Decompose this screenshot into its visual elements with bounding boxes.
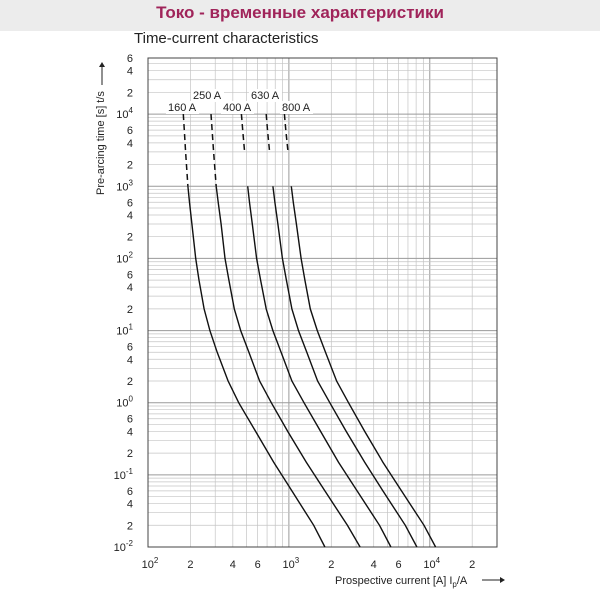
y-tick-label: 4	[127, 210, 133, 222]
y-tick-label: 6	[127, 414, 133, 426]
x-tick-label: 4	[371, 559, 377, 571]
y-tick-label: 2	[127, 304, 133, 316]
series-label-bg	[191, 89, 224, 102]
y-tick-label: 4	[127, 354, 133, 366]
curve-160a-dashed	[182, 114, 189, 187]
curve-250a-dashed	[210, 114, 217, 187]
x-tick-label: 2	[328, 559, 334, 571]
axis-labels: Prospective current [A] Ip/A Pre-arcing t…	[95, 62, 505, 589]
series-label-800a: 800 A	[282, 102, 311, 114]
x-tick-labels: 102 2 4 6 103 2 4 6 104 2	[142, 556, 476, 571]
curve-800a-dashed	[283, 114, 289, 152]
series-label-630a: 630 A	[251, 90, 280, 102]
x-tick-label: 4	[230, 559, 236, 571]
x-axis-arrow-head	[500, 577, 505, 583]
x-tick-label: 6	[395, 559, 401, 571]
curve-800a	[290, 186, 437, 548]
curve-400a	[247, 186, 392, 548]
y-tick-label: 6	[127, 486, 133, 498]
curve-160a	[187, 186, 326, 548]
x-tick-label: 2	[187, 559, 193, 571]
x-tick-label: 6	[255, 559, 261, 571]
x-tick-label: 103	[283, 556, 300, 571]
x-axis-label: Prospective current [A] Ip/A	[335, 575, 468, 589]
y-tick-label: 2	[127, 232, 133, 244]
y-tick-label: 4	[127, 138, 133, 150]
y-tick-label: 6	[127, 197, 133, 209]
x-tick-label: 104	[423, 556, 440, 571]
y-tick-label: 2	[127, 160, 133, 172]
y-tick-label: 10-1	[114, 467, 134, 482]
curve-630a	[272, 186, 418, 548]
y-tick-label: 100	[116, 395, 133, 410]
series-label-bg	[166, 101, 199, 114]
y-axis-arrow-head	[99, 62, 105, 67]
y-tick-label: 2	[127, 87, 133, 99]
series-label-160a: 160 A	[168, 102, 197, 114]
page-title: Токо - временные характеристики	[156, 3, 444, 22]
y-tick-label: 4	[127, 499, 133, 511]
header-banner: Токо - временные характеристики	[0, 0, 600, 31]
y-tick-label: 4	[127, 66, 133, 78]
y-axis-label: Pre-arcing time [s] t/s	[95, 91, 107, 195]
series-label-bg	[249, 89, 282, 102]
series-label-bg	[221, 101, 254, 114]
y-tick-label: 4	[127, 282, 133, 294]
y-tick-label: 6	[127, 53, 133, 65]
y-tick-label: 104	[116, 106, 133, 121]
series-label-400a: 400 A	[223, 102, 252, 114]
grid	[147, 57, 498, 548]
y-tick-label: 4	[127, 426, 133, 438]
series-label-bg	[280, 101, 313, 114]
x-tick-label: 2	[469, 559, 475, 571]
y-tick-label: 6	[127, 125, 133, 137]
y-tick-label: 2	[127, 448, 133, 460]
chart-title: Time-current characteristics	[134, 30, 319, 47]
y-tick-label: 6	[127, 342, 133, 354]
plot-frame	[147, 57, 498, 548]
y-tick-label: 10-2	[114, 539, 134, 554]
y-tick-label: 102	[116, 250, 133, 265]
curve-630a-dashed	[265, 114, 271, 152]
y-tick-label: 101	[116, 323, 133, 338]
curve-250a	[215, 186, 361, 548]
y-tick-labels: 64210464210364210264210164210064210-1642…	[114, 53, 134, 554]
curve-400a-dashed	[240, 114, 246, 152]
x-tick-label: 102	[142, 556, 159, 571]
y-tick-label: 2	[127, 376, 133, 388]
y-tick-label: 2	[127, 520, 133, 532]
y-tick-label: 103	[116, 178, 133, 193]
y-tick-label: 6	[127, 269, 133, 281]
series-label-250a: 250 A	[193, 90, 222, 102]
